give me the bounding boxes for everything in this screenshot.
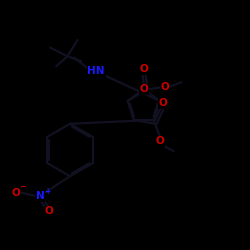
Text: +: +	[44, 187, 50, 196]
Text: O: O	[140, 84, 148, 94]
Text: N: N	[36, 191, 44, 201]
Text: O: O	[44, 206, 53, 216]
Text: O: O	[140, 64, 148, 74]
Text: −: −	[19, 182, 26, 192]
Text: HN: HN	[88, 66, 105, 76]
Text: O: O	[158, 98, 167, 108]
Text: O: O	[161, 82, 170, 92]
Text: O: O	[156, 136, 164, 146]
Text: O: O	[12, 188, 20, 198]
